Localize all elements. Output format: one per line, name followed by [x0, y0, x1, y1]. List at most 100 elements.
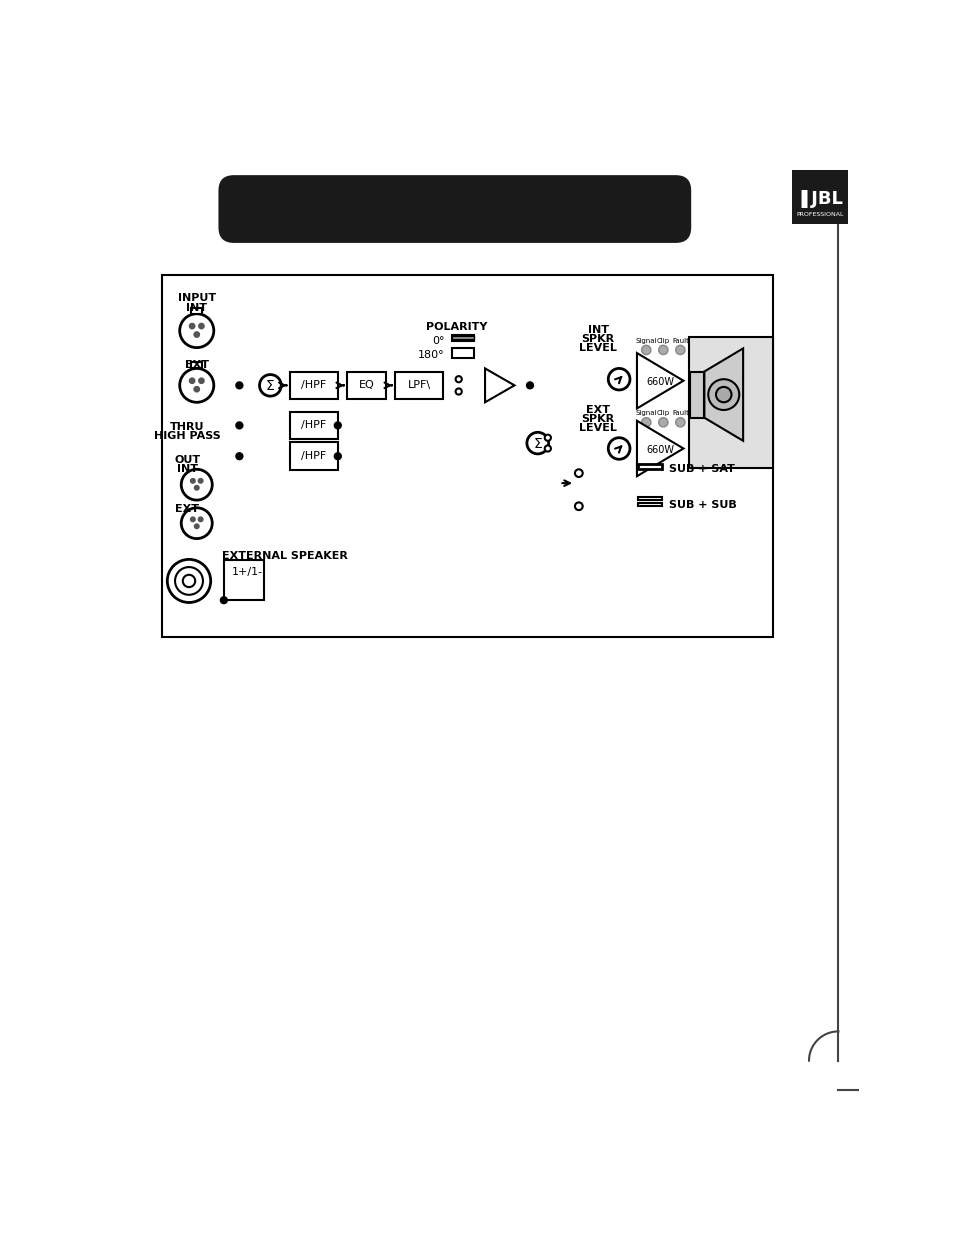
Bar: [395, 372, 443, 399]
Circle shape: [179, 314, 213, 347]
Circle shape: [259, 374, 281, 396]
Circle shape: [641, 346, 650, 354]
Circle shape: [526, 432, 548, 454]
Circle shape: [181, 469, 212, 500]
Bar: [192, 308, 202, 314]
Circle shape: [608, 437, 629, 459]
Circle shape: [174, 567, 203, 595]
Text: SUB + SUB: SUB + SUB: [669, 500, 737, 510]
Circle shape: [194, 332, 199, 337]
Circle shape: [199, 324, 204, 329]
Text: THRU: THRU: [170, 422, 205, 432]
Circle shape: [575, 503, 582, 510]
Circle shape: [194, 485, 198, 490]
Text: EXT: EXT: [185, 361, 209, 370]
Text: LPF\: LPF\: [407, 380, 431, 390]
Polygon shape: [637, 421, 682, 477]
Text: INPUT: INPUT: [177, 294, 215, 304]
Bar: [688, 337, 772, 468]
Text: EQ: EQ: [358, 380, 374, 390]
Circle shape: [675, 417, 684, 427]
Text: Signal: Signal: [635, 337, 657, 343]
Text: Σ: Σ: [266, 379, 274, 393]
FancyBboxPatch shape: [218, 175, 691, 243]
Circle shape: [236, 422, 242, 429]
Text: Clip: Clip: [656, 337, 669, 343]
Polygon shape: [703, 348, 742, 441]
Text: Fault: Fault: [671, 337, 688, 343]
Circle shape: [194, 387, 199, 391]
Circle shape: [716, 387, 731, 403]
Text: LEVEL: LEVEL: [578, 343, 617, 353]
Bar: [192, 362, 202, 368]
Text: ❚JBL: ❚JBL: [796, 190, 842, 207]
Text: Signal: Signal: [635, 410, 657, 416]
Circle shape: [198, 479, 202, 483]
Text: SPKR: SPKR: [581, 335, 614, 345]
Circle shape: [335, 453, 340, 459]
Bar: [690, 372, 703, 417]
Circle shape: [236, 453, 242, 459]
Bar: [452, 335, 474, 341]
Circle shape: [658, 417, 667, 427]
Bar: [638, 496, 661, 500]
Text: INT: INT: [176, 464, 197, 474]
Bar: [638, 464, 661, 468]
Text: POLARITY: POLARITY: [425, 322, 487, 332]
Circle shape: [220, 597, 227, 603]
Text: 660W: 660W: [645, 377, 674, 388]
Bar: [638, 503, 661, 506]
Text: INT: INT: [186, 304, 207, 314]
Circle shape: [456, 389, 461, 395]
Circle shape: [194, 525, 198, 529]
Text: Clip: Clip: [656, 410, 669, 416]
Circle shape: [658, 346, 667, 354]
Text: 660W: 660W: [645, 445, 674, 454]
Text: /HPF: /HPF: [301, 451, 326, 461]
Bar: [791, 169, 847, 224]
Bar: [290, 442, 337, 471]
Polygon shape: [637, 353, 682, 409]
Bar: [452, 336, 474, 340]
Circle shape: [335, 422, 340, 429]
Text: INT: INT: [587, 325, 608, 335]
Text: /HPF: /HPF: [301, 420, 326, 431]
Circle shape: [675, 346, 684, 354]
Circle shape: [167, 559, 211, 603]
Bar: [162, 275, 772, 637]
Polygon shape: [484, 368, 514, 403]
Circle shape: [236, 383, 242, 389]
Circle shape: [456, 377, 461, 383]
Text: /HPF: /HPF: [301, 380, 326, 390]
Text: EXT: EXT: [175, 504, 199, 514]
Text: 1+/1-: 1+/1-: [232, 567, 262, 578]
Bar: [224, 561, 264, 600]
Circle shape: [544, 446, 550, 452]
Text: SUB + SAT: SUB + SAT: [669, 464, 735, 474]
Text: SPKR: SPKR: [581, 414, 614, 425]
Circle shape: [181, 508, 212, 538]
Text: Σ: Σ: [533, 437, 541, 451]
Bar: [452, 348, 474, 358]
Circle shape: [190, 378, 194, 383]
Text: EXTERNAL SPEAKER: EXTERNAL SPEAKER: [222, 551, 348, 561]
Text: PROFESSIONAL: PROFESSIONAL: [795, 212, 842, 217]
Text: Fault: Fault: [671, 410, 688, 416]
Text: 0°: 0°: [432, 336, 444, 346]
Circle shape: [199, 378, 204, 383]
Bar: [290, 411, 337, 440]
Circle shape: [707, 379, 739, 410]
Circle shape: [526, 383, 533, 389]
Circle shape: [641, 417, 650, 427]
Text: LEVEL: LEVEL: [578, 424, 617, 433]
Text: 180°: 180°: [417, 350, 444, 359]
Circle shape: [190, 324, 194, 329]
Circle shape: [608, 368, 629, 390]
Circle shape: [575, 469, 582, 477]
Text: EXT: EXT: [585, 405, 610, 415]
Text: HIGH PASS: HIGH PASS: [154, 431, 220, 441]
Circle shape: [198, 517, 202, 521]
Bar: [290, 372, 337, 399]
Circle shape: [191, 479, 194, 483]
Circle shape: [544, 435, 550, 441]
